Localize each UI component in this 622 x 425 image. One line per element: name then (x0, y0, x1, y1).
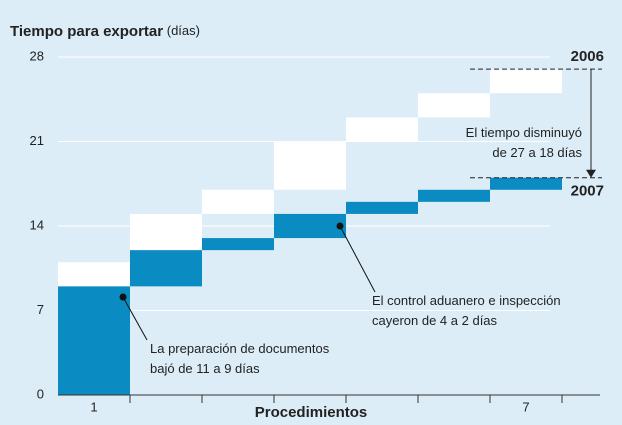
annotation: El control aduanero e inspección cayeron … (372, 293, 561, 328)
leader-line (122, 296, 148, 341)
annotation-line: cayeron de 4 a 2 días (372, 313, 498, 328)
x-axis-label: Procedimientos (255, 404, 368, 421)
chart-title: Tiempo para exportar (días) (10, 23, 200, 40)
bar (346, 201, 418, 214)
bar (418, 93, 490, 118)
annotation-line: El control aduanero e inspección (372, 293, 561, 308)
x-tick-label: 1 (90, 399, 97, 414)
y-tick-label: 7 (37, 302, 44, 317)
bar (418, 189, 490, 202)
y-tick-label: 21 (30, 133, 44, 148)
series-label: 2007 (571, 183, 604, 200)
bar (346, 117, 418, 142)
annotation-line: La preparación de documentos (150, 341, 330, 356)
bar (274, 213, 346, 239)
annotation-line: El tiempo disminuyó (466, 125, 582, 140)
title-unit: (días) (167, 23, 200, 38)
annotation-line: de 27 a 18 días (492, 145, 582, 160)
bar (490, 69, 562, 94)
x-tick-label: 7 (522, 399, 529, 414)
annotation: La preparación de documentos bajó de 11 a… (150, 341, 330, 376)
bar (202, 189, 274, 214)
bar (130, 250, 202, 287)
bar (490, 177, 562, 190)
y-tick-label: 14 (30, 217, 44, 232)
annotation-line: bajó de 11 a 9 días (150, 361, 260, 376)
y-tick-label: 0 (37, 386, 44, 401)
leader-line (339, 225, 376, 293)
series-label: 2006 (571, 48, 604, 65)
arrow-head (586, 169, 596, 178)
annotation: El tiempo disminuyó de 27 a 18 días (466, 125, 583, 160)
title-main: Tiempo para exportar (10, 23, 163, 40)
bar (202, 238, 274, 251)
y-tick-label: 28 (30, 48, 44, 63)
bar (274, 141, 346, 190)
bar (58, 286, 130, 395)
